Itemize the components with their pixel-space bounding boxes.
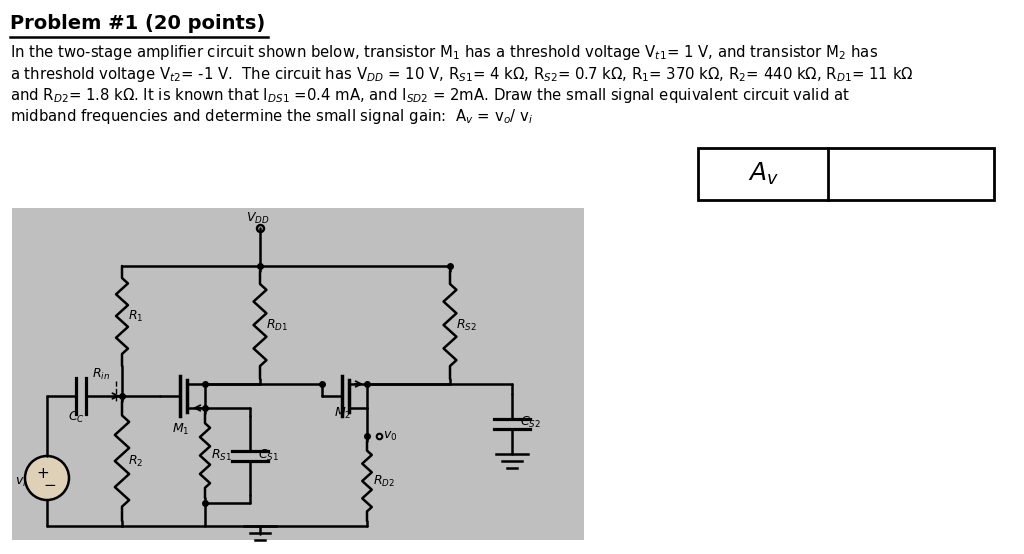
- Text: $R_2$: $R_2$: [128, 454, 143, 469]
- Text: $R_{D1}$: $R_{D1}$: [266, 317, 288, 332]
- Text: $C_C$: $C_C$: [69, 410, 85, 425]
- Text: and R$_{D2}$= 1.8 k$\Omega$. It is known that I$_{DS1}$ =0.4 mA, and I$_{SD2}$ =: and R$_{D2}$= 1.8 k$\Omega$. It is known…: [10, 86, 850, 105]
- Bar: [698, 148, 994, 200]
- Text: midband frequencies and determine the small signal gain:  A$_v$ = v$_o$/ v$_i$: midband frequencies and determine the sm…: [10, 107, 534, 126]
- Text: a threshold voltage V$_{t2}$= -1 V.  The circuit has V$_{DD}$ = 10 V, R$_{S1}$= : a threshold voltage V$_{t2}$= -1 V. The …: [10, 64, 913, 84]
- Text: +: +: [37, 465, 49, 480]
- Text: $C_{S1}$: $C_{S1}$: [258, 448, 279, 463]
- Text: $v_0$: $v_0$: [383, 429, 397, 443]
- Text: $v_i$: $v_i$: [15, 475, 27, 489]
- Text: $V_{DD}$: $V_{DD}$: [246, 211, 269, 226]
- Text: −: −: [44, 479, 56, 494]
- Text: $A_v$: $A_v$: [748, 161, 778, 187]
- Text: $R_{S2}$: $R_{S2}$: [456, 317, 477, 332]
- Bar: [12, 208, 584, 540]
- Text: $R_{D2}$: $R_{D2}$: [373, 474, 395, 489]
- Text: $M_1$: $M_1$: [172, 422, 189, 437]
- Text: Problem #1 (20 points): Problem #1 (20 points): [10, 14, 265, 33]
- Text: In the two-stage amplifier circuit shown below, transistor M$_1$ has a threshold: In the two-stage amplifier circuit shown…: [10, 43, 879, 62]
- Circle shape: [25, 456, 69, 500]
- Text: $C_{S2}$: $C_{S2}$: [520, 414, 541, 429]
- Text: $R_1$: $R_1$: [128, 309, 143, 324]
- Text: $R_{in}$: $R_{in}$: [92, 367, 110, 382]
- Text: $R_{S1}$: $R_{S1}$: [211, 448, 232, 463]
- Text: $M_2$: $M_2$: [334, 406, 351, 421]
